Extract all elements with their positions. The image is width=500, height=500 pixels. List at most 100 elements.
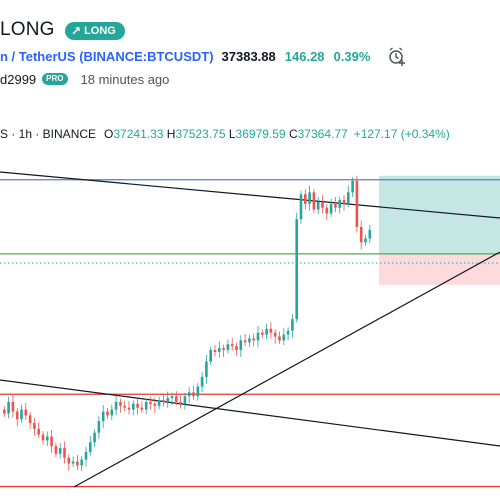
candle-body (123, 405, 126, 408)
candle-body (295, 219, 298, 320)
legend-ohlc: O37241.33 H37523.75 L36979.59 C37364.77 (104, 127, 348, 141)
legend-change: +127.17 (+0.34%) (353, 127, 450, 141)
candle-body (132, 403, 135, 410)
candle-body (41, 434, 45, 441)
candle-body (261, 332, 264, 335)
idea-header: LONG ↗ LONG n / TetherUS (BINANCE:BTCUSD… (0, 0, 500, 118)
candle-body (248, 338, 251, 343)
candle-body (230, 344, 234, 347)
candle-body (308, 192, 311, 204)
candle-body (359, 226, 363, 243)
candle-body (286, 330, 290, 335)
candle-body (7, 401, 10, 414)
candle-body (347, 192, 350, 204)
author-name[interactable]: d2999 (0, 71, 37, 87)
candle-body (342, 200, 346, 204)
candle-body (28, 415, 32, 424)
candle-body (304, 194, 307, 204)
candle-body (222, 348, 225, 350)
candle-body (299, 194, 303, 220)
candle-body (312, 192, 316, 210)
candle-body (127, 407, 131, 410)
candle-body (3, 409, 6, 414)
candle-body (273, 332, 277, 337)
pro-badge: PRO (42, 73, 68, 85)
price-change-percent: 0.39% (333, 48, 371, 64)
candle-body (71, 461, 75, 464)
candle-body (89, 442, 92, 452)
stop-zone (379, 253, 500, 285)
candle-body (110, 409, 114, 416)
candle-body (67, 457, 71, 464)
candle-body (93, 432, 96, 443)
candle-body (175, 396, 178, 402)
candle-body (239, 340, 243, 350)
chart-legend: S · 1h · BINANCE O37241.33 H37523.75 L36… (0, 126, 450, 142)
candle-body (37, 428, 40, 435)
candle-body (179, 401, 182, 404)
candle-body (256, 332, 260, 341)
idea-title: LONG (0, 19, 55, 40)
candle-body (162, 400, 165, 402)
descending-trendline-upper (0, 171, 500, 219)
descending-trendline-lower (0, 379, 500, 447)
candle-body (321, 201, 324, 208)
symbol-link[interactable]: n / TetherUS (BINANCE:BTCUSDT) (0, 48, 214, 64)
candle-body (63, 448, 66, 458)
candle-body (50, 436, 53, 447)
candle-body (325, 207, 329, 214)
price-chart[interactable] (0, 150, 500, 500)
candle-body (15, 411, 19, 420)
ascending-trendline (73, 251, 500, 488)
candle-body (20, 409, 23, 420)
add-alert-icon[interactable] (386, 45, 408, 67)
candle-body (291, 319, 294, 331)
candle-body (213, 350, 217, 352)
candle-body (136, 403, 139, 408)
candle-body (252, 338, 255, 341)
candle-body (192, 392, 195, 397)
legend-high-label: H (166, 127, 176, 141)
legend-open: 37241.33 (113, 127, 164, 141)
legend-high: 37523.75 (175, 127, 226, 141)
published-time: 18 minutes ago (80, 71, 170, 87)
candle-body (200, 376, 204, 387)
candle-body (54, 446, 58, 454)
candle-body (80, 459, 83, 466)
candle-body (187, 392, 191, 397)
legend-open-label: O (104, 127, 114, 141)
candle-body (46, 436, 49, 441)
candle-body (101, 411, 105, 422)
candle-body (351, 180, 354, 193)
author-row: d2999 PRO 18 minutes ago (0, 70, 169, 88)
candle-body (368, 230, 372, 239)
candle-body (196, 386, 200, 397)
arrow-up-right-icon: ↗ (71, 24, 82, 38)
candle-body (329, 203, 333, 214)
candle-body (119, 401, 122, 406)
candle-body (24, 409, 28, 416)
legend-low-label: L (228, 127, 236, 141)
candle-body (33, 423, 36, 429)
candle-body (282, 334, 286, 341)
candle-body (226, 344, 230, 350)
candle-body (144, 401, 148, 410)
candle-body (265, 328, 268, 335)
candle-body (278, 336, 281, 341)
long-badge: ↗ LONG (65, 22, 125, 40)
candle-body (205, 361, 208, 377)
candle-body (106, 411, 109, 416)
price-change: 146.28 (284, 48, 325, 64)
candle-body (157, 400, 161, 406)
candle-body (364, 238, 367, 243)
legend-close: 37364.77 (297, 127, 348, 141)
candle-body (235, 346, 238, 350)
legend-symbol: S · 1h · BINANCE (0, 127, 97, 141)
candle-body (183, 396, 187, 404)
candle-body (84, 451, 88, 460)
last-price: 37383.88 (221, 48, 276, 64)
candle-body (338, 200, 341, 208)
candle-body (334, 203, 337, 208)
symbol-row: n / TetherUS (BINANCE:BTCUSDT) 37383.88 … (0, 46, 370, 66)
target-zone (379, 175, 500, 254)
